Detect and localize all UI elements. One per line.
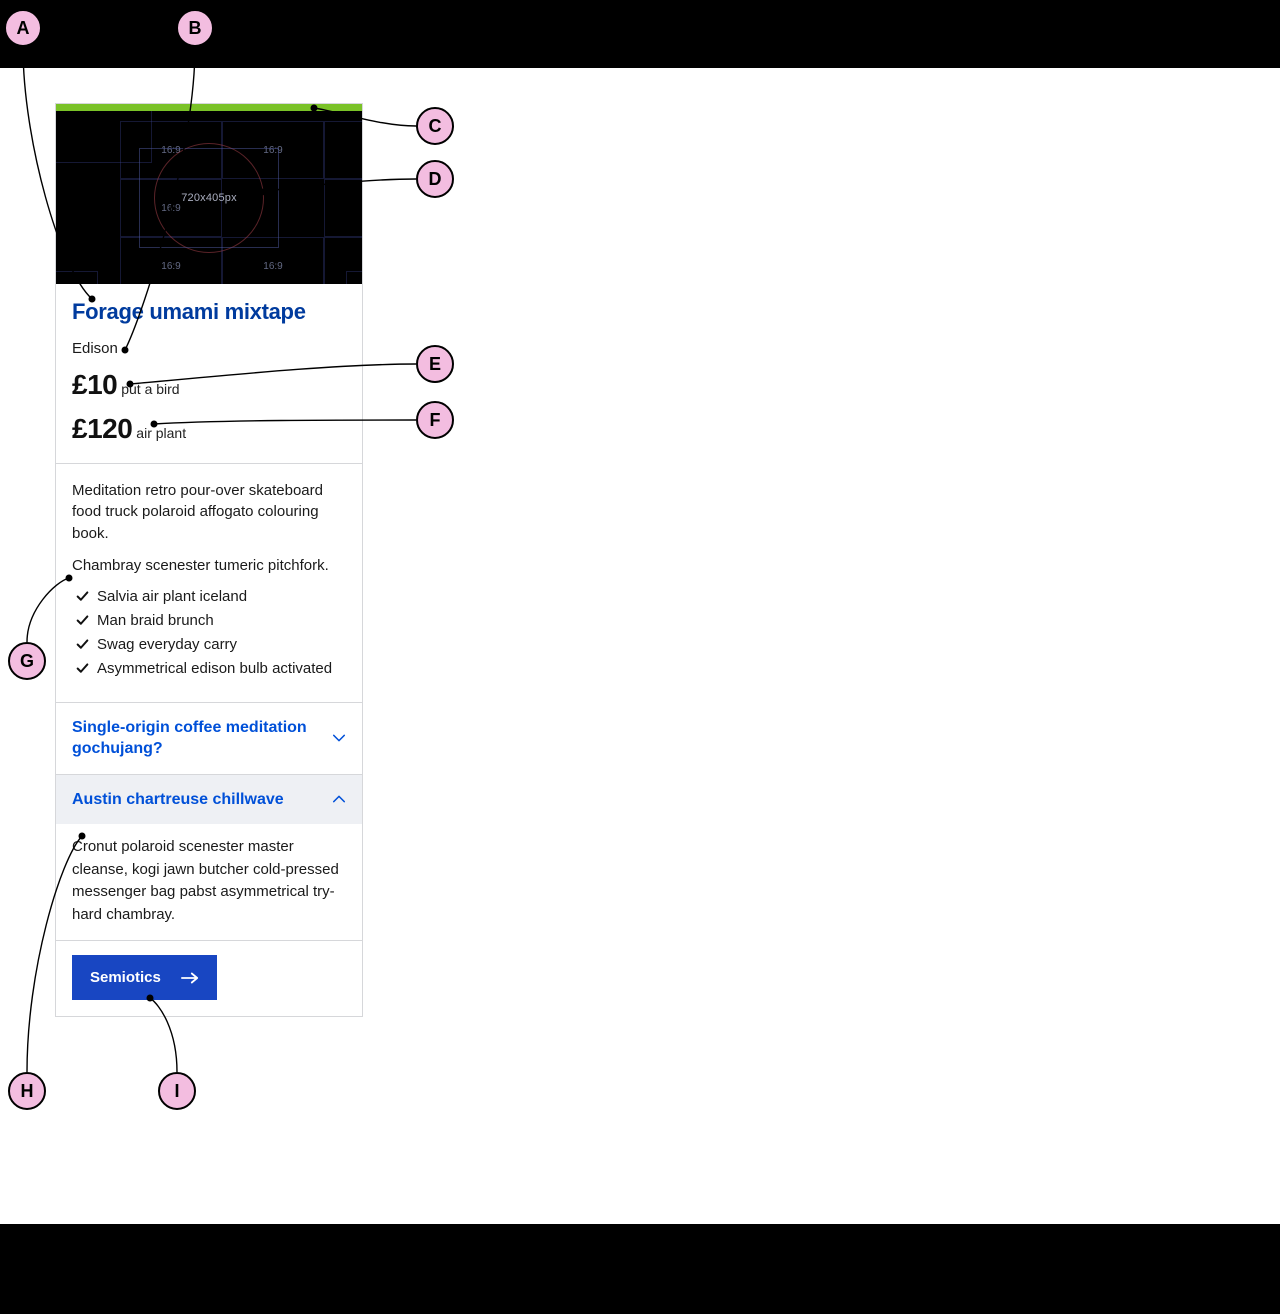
features-block: Meditation retro pour-over skateboard fo… — [56, 464, 362, 702]
cta-label: Semiotics — [90, 969, 161, 986]
list-item: Salvia air plant iceland — [76, 587, 346, 607]
card-subtitle: Edison — [72, 340, 346, 357]
list-item: Asymmetrical edison bulb activated — [76, 659, 346, 679]
price-row-1: £10 put a bird — [72, 369, 346, 401]
price-label: air plant — [136, 425, 186, 441]
check-icon — [76, 614, 89, 627]
chevron-down-icon — [332, 731, 346, 745]
accordion-question: Austin chartreuse chillwave — [72, 789, 284, 811]
price-amount: £10 — [72, 369, 117, 401]
price-label: put a bird — [121, 381, 179, 397]
accordion-item: Austin chartreuse chillwave Cronut polar… — [56, 775, 362, 941]
product-card: 16:9 16:9 16:9 16:9 16:9 16:9 16:9 16:9 … — [55, 103, 363, 1017]
price-amount: £120 — [72, 413, 132, 445]
accordion-toggle[interactable]: Austin chartreuse chillwave — [56, 775, 362, 825]
feature-paragraph: Meditation retro pour-over skateboard fo… — [72, 480, 346, 545]
accordion-item: Single-origin coffee meditation gochujan… — [56, 703, 362, 774]
annotation-pin-a: A — [4, 9, 42, 47]
annotation-pin-g: G — [8, 642, 46, 680]
hero-dimensions: 720x405px — [181, 192, 237, 204]
accordion-answer: Cronut polaroid scenester master cleanse… — [56, 824, 362, 940]
list-item: Swag everyday carry — [76, 635, 346, 655]
annotation-pin-e: E — [416, 345, 454, 383]
annotation-pin-h: H — [8, 1072, 46, 1110]
card-title: Forage umami mixtape — [72, 298, 346, 326]
annotation-pin-i: I — [158, 1072, 196, 1110]
hero-center-box: 720x405px — [139, 148, 279, 248]
accordion-toggle[interactable]: Single-origin coffee meditation gochujan… — [56, 703, 362, 774]
feature-list: Salvia air plant iceland Man braid brunc… — [72, 587, 346, 680]
chevron-up-icon — [332, 792, 346, 806]
annotation-pin-d: D — [416, 160, 454, 198]
bottom-black-bar — [0, 1224, 1280, 1314]
annotation-pin-c: C — [416, 107, 454, 145]
hero-placeholder: 16:9 16:9 16:9 16:9 16:9 16:9 16:9 16:9 … — [56, 111, 362, 284]
accent-bar — [56, 104, 362, 111]
arrow-right-icon — [181, 972, 199, 984]
list-item: Man braid brunch — [76, 611, 346, 631]
price-row-2: £120 air plant — [72, 413, 346, 445]
card-header-body: Forage umami mixtape Edison £10 put a bi… — [56, 284, 362, 463]
annotation-pin-f: F — [416, 401, 454, 439]
annotation-pin-b: B — [176, 9, 214, 47]
cta-button[interactable]: Semiotics — [72, 955, 217, 1000]
cta-wrap: Semiotics — [56, 941, 362, 1016]
accordion-question: Single-origin coffee meditation gochujan… — [72, 717, 322, 760]
feature-paragraph: Chambray scenester tumeric pitchfork. — [72, 555, 346, 577]
check-icon — [76, 662, 89, 675]
check-icon — [76, 590, 89, 603]
check-icon — [76, 638, 89, 651]
